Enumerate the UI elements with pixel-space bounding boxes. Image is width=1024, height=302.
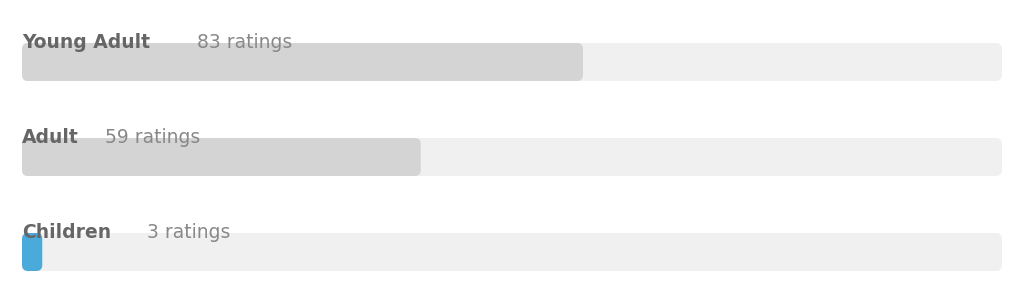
FancyBboxPatch shape — [22, 43, 1002, 81]
Text: 3 ratings: 3 ratings — [141, 223, 230, 242]
Text: 59 ratings: 59 ratings — [99, 128, 201, 147]
FancyBboxPatch shape — [22, 233, 1002, 271]
Text: Children: Children — [22, 223, 112, 242]
Text: 83 ratings: 83 ratings — [191, 33, 293, 52]
Text: Adult: Adult — [22, 128, 79, 147]
FancyBboxPatch shape — [22, 233, 42, 271]
FancyBboxPatch shape — [22, 43, 583, 81]
FancyBboxPatch shape — [22, 138, 1002, 176]
FancyBboxPatch shape — [22, 138, 421, 176]
Text: Young Adult: Young Adult — [22, 33, 150, 52]
